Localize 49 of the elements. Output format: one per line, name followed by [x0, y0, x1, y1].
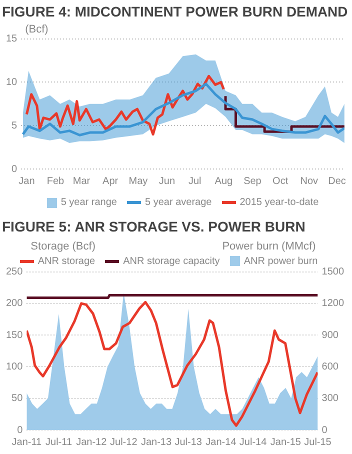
y2-axis-title: Power burn (MMcf) — [222, 240, 316, 252]
y-tick-label: 250 — [6, 266, 24, 278]
legend-label: ANR power burn — [244, 254, 318, 268]
y2-tick-label: 1200 — [322, 298, 344, 310]
x-tick-label: Apr — [102, 176, 119, 187]
x-tick-label: Jan-11 — [12, 436, 42, 448]
x-tick-label: Dec — [328, 176, 346, 187]
x-tick-label: Jul-15 — [304, 436, 332, 448]
x-tick-label: Jan-13 — [140, 436, 172, 448]
chart-title: FIGURE 4: MIDCONTINENT POWER BURN DEMAND — [2, 3, 348, 20]
legend-label: 5 year average — [145, 196, 212, 209]
x-tick-label: Jan-12 — [76, 436, 108, 448]
y2-tick-label: 900 — [322, 330, 339, 341]
y2-tick-label: 1500 — [322, 266, 344, 278]
x-tick-label: Jul-13 — [174, 436, 202, 448]
x-tick-label: Oct — [272, 176, 288, 187]
y2-tick-label: 600 — [322, 361, 339, 372]
x-tick-label: Jul — [188, 176, 202, 187]
x-tick-label: Nov — [300, 176, 318, 187]
x-tick-label: Sep — [244, 176, 262, 187]
x-tick-label: Jan — [18, 176, 35, 187]
y-tick-label: 0 — [17, 424, 24, 436]
x-tick-label: Jul-14 — [239, 436, 268, 448]
x-tick-label: Jan-15 — [270, 436, 302, 448]
y-tick-label: 50 — [12, 393, 24, 404]
y-axis-title: Storage (Bcf) — [30, 240, 96, 252]
x-tick-label: May — [128, 176, 148, 187]
x-tick-label: Mar — [72, 176, 91, 187]
y-axis-title: (Bcf) — [25, 23, 48, 36]
x-tick-label: Jun — [158, 176, 176, 187]
y-tick-label: 150 — [6, 330, 24, 341]
legend-label: 2015 year-to-date — [240, 196, 319, 209]
y-tick-label: 100 — [6, 361, 24, 372]
y-tick-label: 0 — [12, 164, 18, 175]
chart-title: FIGURE 5: ANR STORAGE VS. POWER BURN — [2, 218, 306, 234]
x-tick-label: Jul-11 — [46, 436, 72, 448]
x-tick-label: Feb — [46, 176, 65, 187]
y2-tick-label: 300 — [322, 393, 339, 404]
text: 5 year range — [60, 196, 117, 209]
y-tick-label: 200 — [6, 298, 24, 310]
y-tick-label: 5 — [12, 120, 18, 132]
x-tick-label: Jan-14 — [206, 436, 237, 448]
legend-label: ANR storage — [38, 254, 96, 268]
x-tick-label: Jul-12 — [110, 436, 138, 448]
x-tick-label: Aug — [214, 176, 233, 187]
y-tick-label: 15 — [6, 34, 18, 45]
legend-label: ANR storage capacity — [123, 254, 220, 268]
y2-tick-label: 0 — [322, 424, 328, 436]
y-tick-label: 10 — [6, 76, 18, 88]
